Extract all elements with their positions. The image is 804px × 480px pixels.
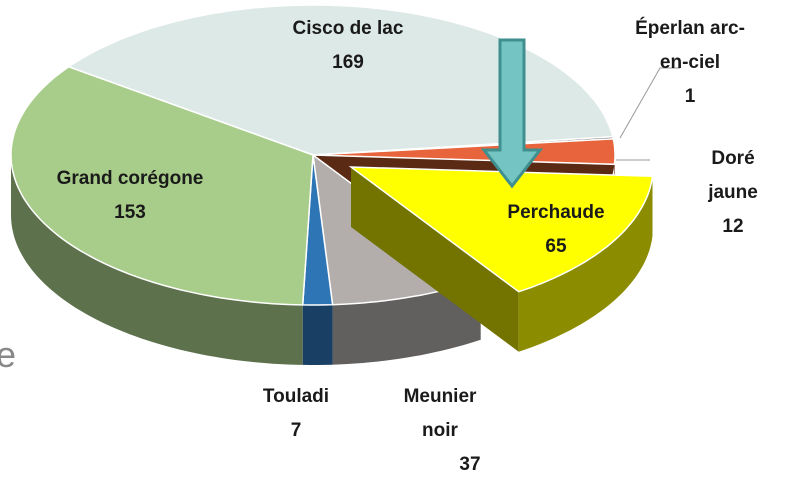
category-label: Meunier noir (403, 386, 477, 441)
category-label: Touladi (262, 386, 330, 407)
slice-side (518, 176, 653, 352)
value-label: 7 (290, 420, 302, 441)
slice (348, 166, 654, 293)
value-label: 1 (684, 86, 696, 107)
slice (312, 138, 616, 166)
slice-side (332, 279, 481, 365)
slice-side (302, 304, 333, 365)
arrow (480, 38, 544, 189)
category-label: Cisco de lac (292, 18, 404, 39)
data-label: Grand corégone 153 (57, 162, 204, 230)
data-label: Perchaude 65 (507, 196, 604, 264)
value-label: 12 (722, 216, 744, 237)
slice (67, 4, 614, 156)
category-label: Grand corégone (56, 168, 204, 189)
category-label: Perchaude (507, 202, 605, 223)
data-label: Éperlan arc-en-ciel 1 (633, 12, 747, 114)
edge-text: e (0, 334, 17, 375)
value-label: 169 (332, 52, 364, 73)
value-label: 153 (114, 202, 146, 223)
data-label: Cisco de lac 169 (293, 12, 404, 80)
slice-cut (351, 167, 519, 352)
slice (10, 65, 314, 306)
category-label: Éperlan arc-en-ciel (635, 18, 745, 73)
data-label: Meunier noir 37 (390, 380, 490, 480)
slice-side (11, 155, 303, 365)
category-label: Doré jaune (708, 148, 758, 203)
data-label: Doré jaune 12 (698, 142, 769, 244)
value-label: 37 (459, 454, 481, 475)
leader-line (619, 67, 680, 139)
value-label: 65 (545, 236, 567, 257)
data-label: Touladi 7 (263, 380, 329, 448)
